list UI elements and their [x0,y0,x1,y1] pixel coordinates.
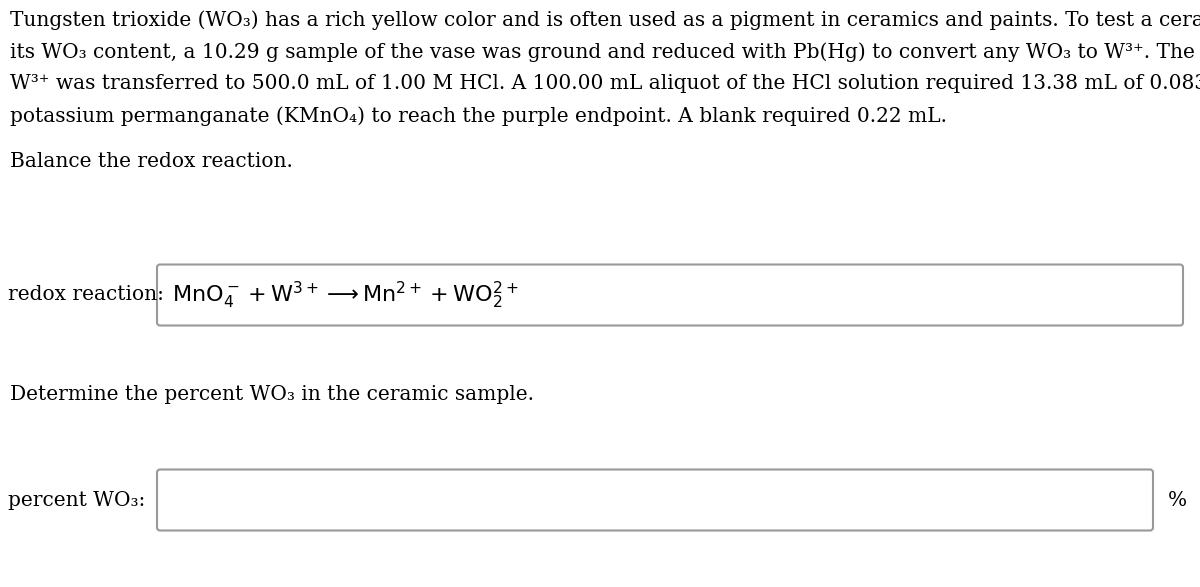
Text: Balance the redox reaction.: Balance the redox reaction. [10,152,293,171]
Text: percent WO₃:: percent WO₃: [8,491,145,510]
Text: %: % [1168,491,1187,510]
Text: Determine the percent WO₃ in the ceramic sample.: Determine the percent WO₃ in the ceramic… [10,385,534,404]
Text: Tungsten trioxide (WO₃) has a rich yellow color and is often used as a pigment i: Tungsten trioxide (WO₃) has a rich yello… [10,10,1200,30]
Text: redox reaction:: redox reaction: [8,285,164,305]
FancyBboxPatch shape [157,470,1153,531]
Text: its WO₃ content, a 10.29 g sample of the vase was ground and reduced with Pb(Hg): its WO₃ content, a 10.29 g sample of the… [10,42,1200,62]
Text: $\mathrm{MnO_4^- + W^{3+} \longrightarrow Mn^{2+} + WO_2^{2+}}$: $\mathrm{MnO_4^- + W^{3+} \longrightarro… [172,279,518,311]
Text: potassium permanganate (KMnO₄) to reach the purple endpoint. A blank required 0.: potassium permanganate (KMnO₄) to reach … [10,106,947,126]
Text: W³⁺ was transferred to 500.0 mL of 1.00 M HCl. A 100.00 mL aliquot of the HCl so: W³⁺ was transferred to 500.0 mL of 1.00 … [10,74,1200,93]
FancyBboxPatch shape [157,265,1183,326]
